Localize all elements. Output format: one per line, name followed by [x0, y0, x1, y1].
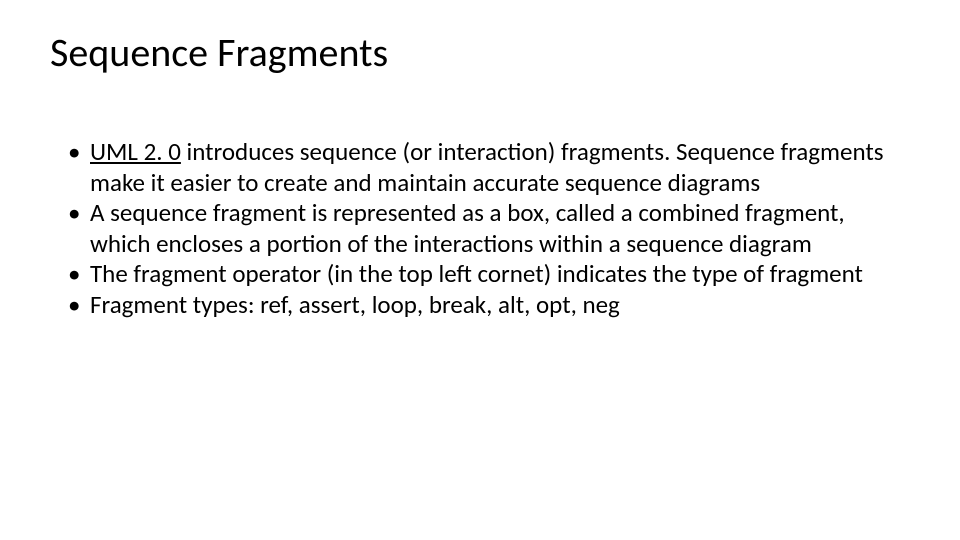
uml-link[interactable]: UML 2. 0 — [90, 136, 181, 167]
bullet-item-3: The fragment operator (in the top left c… — [68, 259, 910, 290]
bullet-item-2: A sequence fragment is represented as a … — [68, 198, 910, 259]
slide-title: Sequence Fragments — [50, 28, 910, 77]
bullet-1-text: introduces sequence (or interaction) fra… — [90, 136, 884, 198]
bullet-item-4: Fragment types: ref, assert, loop, break… — [68, 290, 910, 321]
bullet-list: UML 2. 0 introduces sequence (or interac… — [50, 137, 910, 320]
bullet-item-1: UML 2. 0 introduces sequence (or interac… — [68, 137, 910, 198]
